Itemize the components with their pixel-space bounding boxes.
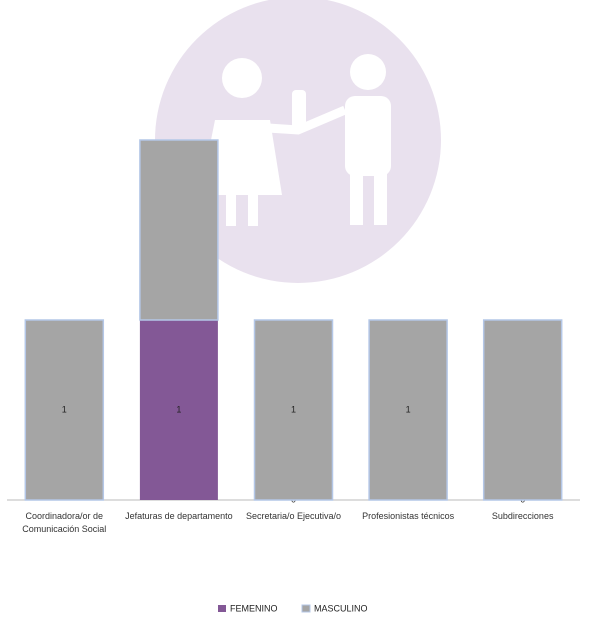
- x-tick-label: Coordinadora/or de Comunicación Social: [22, 511, 107, 534]
- watermark: [155, 0, 441, 283]
- legend-label: FEMENINO: [230, 603, 278, 613]
- legend-label: MASCULINO: [314, 603, 368, 613]
- data-label: 1: [176, 404, 181, 414]
- data-label: 1: [406, 404, 411, 414]
- x-tick-label: Profesionistas técnicos: [362, 511, 455, 521]
- bar-segment: [482, 319, 563, 501]
- bar-segment: [24, 319, 105, 501]
- legend-swatch: [218, 605, 226, 612]
- bar-segment: [368, 319, 448, 501]
- bar-segment: [253, 319, 334, 501]
- x-tick-label: Subdirecciones: [491, 511, 554, 521]
- data-label: 1: [291, 404, 296, 414]
- bar-segment: [139, 139, 219, 321]
- data-label: 1: [62, 404, 67, 414]
- x-tick-label: Secretaria/o Ejecutiva/o: [245, 511, 342, 521]
- x-tick-label: Jefaturas de departamento: [125, 511, 233, 521]
- legend-swatch: [301, 604, 311, 613]
- bar-segment: [139, 320, 218, 500]
